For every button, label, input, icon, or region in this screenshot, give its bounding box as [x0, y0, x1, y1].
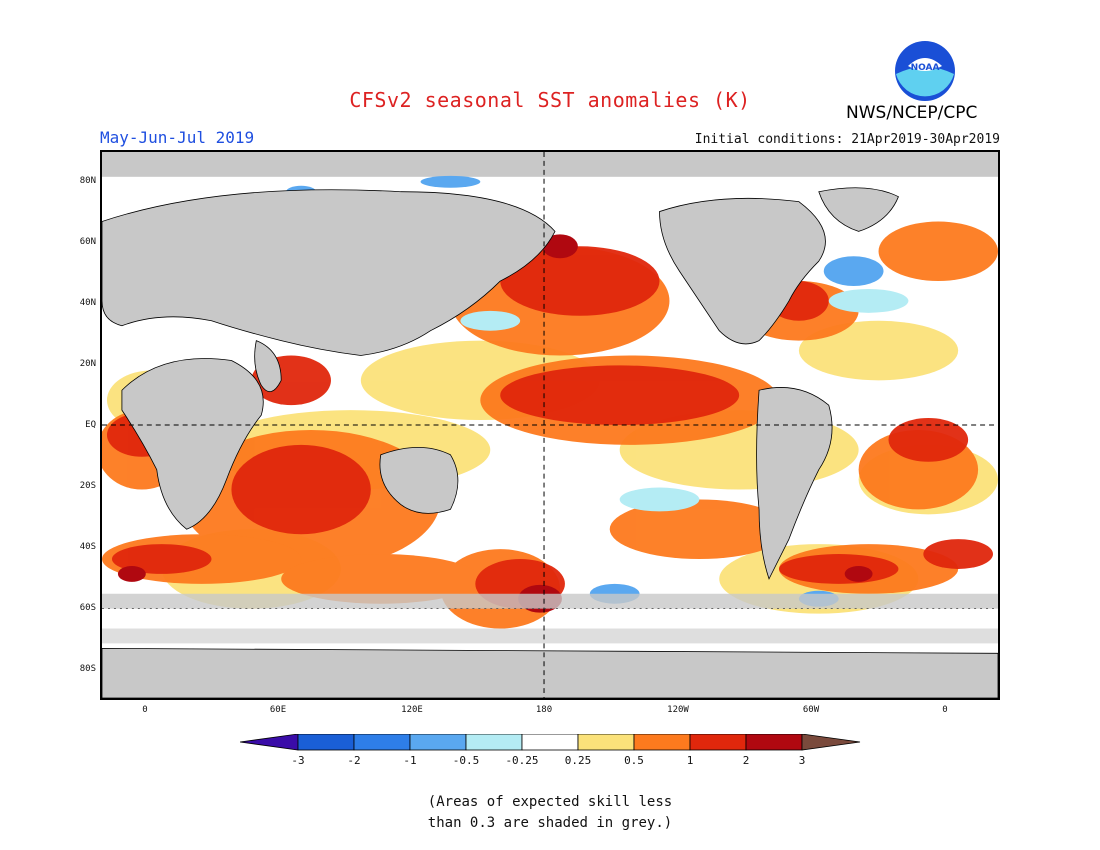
initial-conditions: Initial conditions: 21Apr2019-30Apr2019: [694, 132, 1000, 147]
chart-title: CFSv2 seasonal SST anomalies (K): [349, 88, 751, 112]
colorbar-swatch: [689, 733, 747, 751]
colorbar-swatch: [577, 733, 635, 751]
colorbar-swatch: [353, 733, 411, 751]
colorbar-label: -0.5: [452, 754, 480, 767]
skill-note: (Areas of expected skill less than 0.3 a…: [0, 792, 1100, 834]
lon-label-60e: 60E: [269, 705, 287, 715]
colorbar-label: 0.25: [564, 754, 592, 767]
lat-label-eq: EQ: [85, 420, 96, 430]
skill-note-line-2: than 0.3 are shaded in grey.): [427, 815, 673, 831]
colorbar-label: -0.25: [505, 754, 539, 767]
colorbar-swatch: [465, 733, 523, 751]
lat-label-60n: 60N: [79, 237, 96, 247]
colorbar-label: 2: [742, 754, 750, 767]
lon-label-120w: 120W: [667, 705, 689, 715]
lon-label-180: 180: [535, 705, 553, 715]
colorbar-swatch: [297, 733, 355, 751]
agency-label: NWS/NCEP/CPC: [846, 103, 978, 123]
lon-label-120e: 120E: [401, 705, 423, 715]
colorbar-swatch: [633, 733, 691, 751]
lat-label-40s: 40S: [79, 542, 96, 552]
colorbar-label: 0.5: [624, 754, 644, 767]
colorbar: [239, 733, 862, 756]
lat-label-40n: 40N: [79, 298, 96, 308]
forecast-period: May-Jun-Jul 2019: [100, 128, 255, 147]
colorbar-label: 3: [798, 754, 806, 767]
lat-label-20n: 20N: [79, 359, 96, 369]
lon-label-60w: 60W: [802, 705, 820, 715]
colorbar-label: 1: [686, 754, 694, 767]
colorbar-arrow-low: [239, 733, 299, 751]
colorbar-swatch: [409, 733, 467, 751]
lon-label-0: 0: [142, 705, 148, 715]
lat-label-80s: 80S: [79, 664, 96, 674]
lat-label-60s: 60S: [79, 603, 96, 613]
lat-label-20s: 20S: [79, 481, 96, 491]
colorbar-swatch: [521, 733, 579, 751]
lat-label-80n: 80N: [79, 176, 96, 186]
colorbar-label: -3: [291, 754, 305, 767]
colorbar-swatch: [745, 733, 803, 751]
noaa-logo: NOAA: [894, 40, 956, 102]
noaa-logo-text: NOAA: [911, 63, 940, 73]
colorbar-label: -1: [403, 754, 417, 767]
colorbar-label: -2: [347, 754, 361, 767]
sst-anomaly-map: [100, 150, 1000, 700]
lon-label-0-right: 0: [942, 705, 948, 715]
skill-note-line-1: (Areas of expected skill less: [427, 794, 673, 810]
colorbar-arrow-high: [801, 733, 861, 751]
